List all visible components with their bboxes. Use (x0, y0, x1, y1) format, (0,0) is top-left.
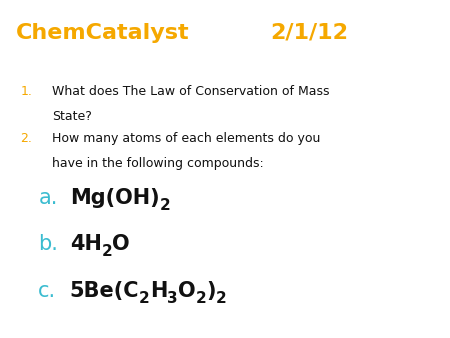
Text: 2: 2 (139, 291, 150, 307)
Text: 2/1/12: 2/1/12 (270, 23, 348, 43)
Text: 2: 2 (196, 291, 207, 307)
Text: ChemCatalyst: ChemCatalyst (16, 23, 189, 43)
Text: 2.: 2. (20, 132, 32, 145)
Text: H: H (150, 281, 167, 301)
Text: 3: 3 (167, 291, 178, 307)
Text: have in the following compounds:: have in the following compounds: (52, 157, 264, 170)
Text: c.: c. (38, 281, 56, 301)
Text: a.: a. (38, 188, 58, 208)
Text: b.: b. (38, 234, 58, 254)
Text: O: O (112, 234, 130, 254)
Text: 4H: 4H (70, 234, 102, 254)
Text: State?: State? (52, 110, 92, 122)
Text: 2: 2 (159, 198, 170, 213)
Text: What does The Law of Conservation of Mass: What does The Law of Conservation of Mas… (52, 85, 329, 98)
Text: How many atoms of each elements do you: How many atoms of each elements do you (52, 132, 320, 145)
Text: 2: 2 (216, 291, 227, 307)
Text: Mg(OH): Mg(OH) (70, 188, 159, 208)
Text: ): ) (207, 281, 216, 301)
Text: 1.: 1. (20, 85, 32, 98)
Text: 5Be(C: 5Be(C (70, 281, 139, 301)
Text: 2: 2 (102, 244, 112, 259)
Text: O: O (178, 281, 196, 301)
